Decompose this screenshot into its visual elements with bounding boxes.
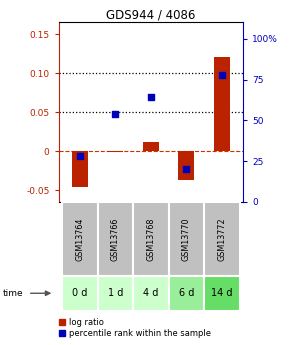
Bar xyxy=(98,276,133,310)
Bar xyxy=(133,276,169,310)
Point xyxy=(78,154,82,159)
Text: time: time xyxy=(3,289,23,298)
Bar xyxy=(62,276,98,310)
Point xyxy=(184,166,189,172)
Bar xyxy=(62,202,98,276)
Bar xyxy=(204,202,240,276)
Text: 1 d: 1 d xyxy=(108,288,123,298)
Text: GSM13768: GSM13768 xyxy=(146,217,155,260)
Bar xyxy=(214,57,230,151)
Bar xyxy=(108,151,123,152)
Text: GSM13764: GSM13764 xyxy=(75,217,84,260)
Bar xyxy=(178,151,194,180)
Text: 4 d: 4 d xyxy=(143,288,159,298)
Bar xyxy=(169,202,204,276)
Point xyxy=(113,111,118,117)
Point xyxy=(149,94,153,99)
Legend: log ratio, percentile rank within the sample: log ratio, percentile rank within the sa… xyxy=(59,318,211,338)
Text: 6 d: 6 d xyxy=(179,288,194,298)
Bar xyxy=(72,151,88,187)
Text: GSM13772: GSM13772 xyxy=(217,217,226,261)
Bar xyxy=(143,142,159,151)
Text: GSM13770: GSM13770 xyxy=(182,217,191,261)
Text: GSM13766: GSM13766 xyxy=(111,217,120,260)
Bar xyxy=(204,276,240,310)
Bar xyxy=(133,202,169,276)
Point xyxy=(219,72,224,77)
Text: 0 d: 0 d xyxy=(72,288,88,298)
Bar xyxy=(169,276,204,310)
Text: 14 d: 14 d xyxy=(211,288,233,298)
Title: GDS944 / 4086: GDS944 / 4086 xyxy=(106,8,196,21)
Bar xyxy=(98,202,133,276)
